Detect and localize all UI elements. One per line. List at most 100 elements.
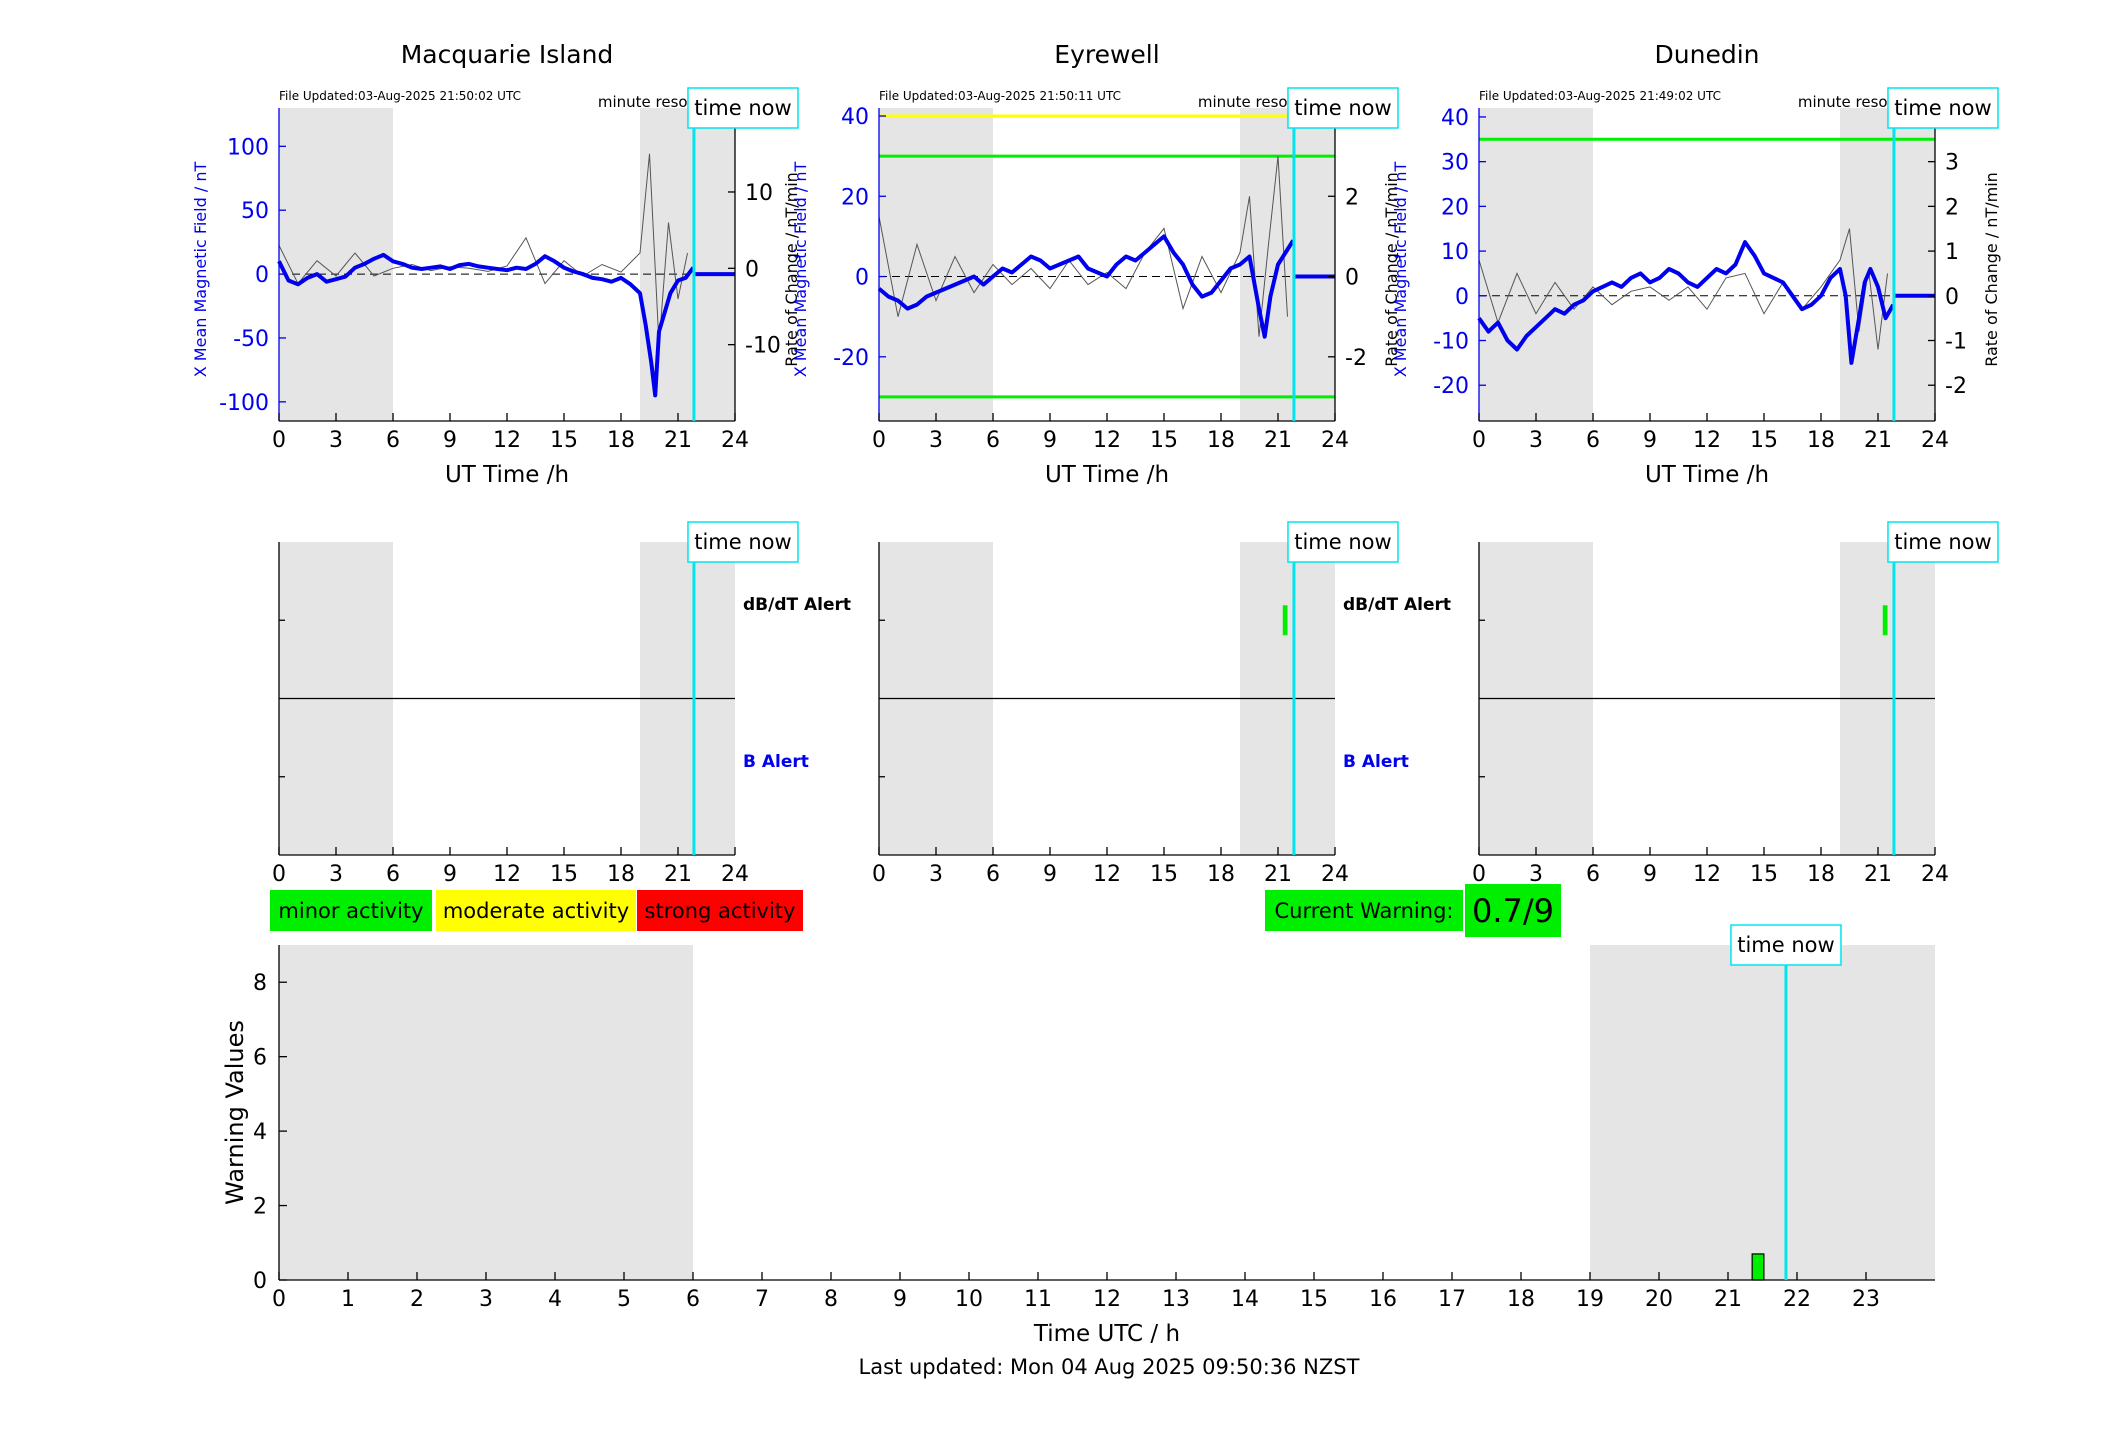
file-updated-label: File Updated:03-Aug-2025 21:49:02 UTC xyxy=(1479,89,1721,103)
x-tick-label: 6 xyxy=(1586,428,1600,453)
night-shade-0 xyxy=(879,108,993,421)
y-tick-label: 2 xyxy=(253,1195,267,1220)
y-tick-label: 8 xyxy=(253,971,267,996)
y-right-tick-label: 3 xyxy=(1945,151,1959,176)
night-shade-1 xyxy=(1840,108,1935,421)
x-tick-label: 21 xyxy=(664,862,692,887)
dbdt-alert-bar xyxy=(1282,605,1288,636)
x-tick-label: 6 xyxy=(386,428,400,453)
x-tick-label: 12 xyxy=(1093,1287,1121,1312)
x-tick-label: 3 xyxy=(929,862,943,887)
time-now-box xyxy=(1730,924,1842,966)
x-axis-label: UT Time /h xyxy=(1045,462,1169,488)
station-title: Macquarie Island xyxy=(401,40,614,69)
rate-of-change-line xyxy=(878,156,1288,337)
x-tick-label: 14 xyxy=(1231,1287,1259,1312)
x-tick-label: 18 xyxy=(1807,428,1835,453)
dbdt-alert-label: dB/dT Alert xyxy=(743,595,851,615)
y-tick-label: 4 xyxy=(253,1120,267,1145)
x-tick-label: 15 xyxy=(1300,1287,1328,1312)
x-mean-field-line xyxy=(1477,240,1895,365)
y-right-tick-label: 1 xyxy=(1945,240,1959,265)
x-axis-label: UT Time /h xyxy=(1645,462,1769,488)
x-tick-label: 21 xyxy=(1714,1287,1742,1312)
rate-of-change-line xyxy=(1478,228,1888,350)
x-axis-label: UT Time /h xyxy=(445,462,569,488)
y-right-axis-label: Rate of Change / nT/min xyxy=(1382,172,1401,367)
b-alert-label: B Alert xyxy=(1343,752,1409,772)
x-tick-label: 22 xyxy=(1783,1287,1811,1312)
y-left-axis-label: X Mean Magnetic Field / nT xyxy=(191,162,210,378)
x-tick-label: 5 xyxy=(617,1287,631,1312)
y-left-tick-label: 50 xyxy=(241,199,269,224)
x-tick-label: 0 xyxy=(872,862,886,887)
dbdt-alert-bar xyxy=(1882,605,1888,636)
y-left-tick-label: 100 xyxy=(227,135,269,160)
x-tick-label: 15 xyxy=(1750,428,1778,453)
x-tick-label: 24 xyxy=(721,862,749,887)
y-left-tick-label: -10 xyxy=(1433,330,1469,355)
y-tick-label: 0 xyxy=(253,1269,267,1294)
file-updated-label: File Updated:03-Aug-2025 21:50:02 UTC xyxy=(279,89,521,103)
y-left-tick-label: 0 xyxy=(255,263,269,288)
y-left-tick-label: 30 xyxy=(1441,151,1469,176)
y-left-axis-label: X Mean Magnetic Field / nT xyxy=(1391,162,1410,378)
y-right-tick-label: 2 xyxy=(1345,185,1359,210)
y-left-tick-label: 20 xyxy=(841,185,869,210)
y-left-tick-label: -20 xyxy=(833,346,869,371)
y-right-tick-label: 2 xyxy=(1945,195,1959,220)
x-tick-label: 6 xyxy=(986,862,1000,887)
x-tick-label: 3 xyxy=(329,428,343,453)
x-tick-label: 15 xyxy=(550,862,578,887)
current-warning-value-box xyxy=(1465,884,1561,937)
warning-bar xyxy=(1751,1253,1765,1281)
file-updated-label: File Updated:03-Aug-2025 21:50:11 UTC xyxy=(879,89,1121,103)
x-tick-label: 0 xyxy=(872,428,886,453)
x-tick-label: 9 xyxy=(1043,862,1057,887)
x-tick-label: 1 xyxy=(341,1287,355,1312)
x-tick-label: 6 xyxy=(686,1287,700,1312)
x-tick-label: 9 xyxy=(443,428,457,453)
x-tick-label: 15 xyxy=(1750,862,1778,887)
x-tick-label: 21 xyxy=(664,428,692,453)
x-tick-label: 18 xyxy=(607,862,635,887)
x-tick-label: 18 xyxy=(1207,862,1235,887)
time-now-label: time now xyxy=(1294,96,1391,120)
x-mean-field-line xyxy=(877,234,1295,339)
y-left-tick-label: -100 xyxy=(219,391,269,416)
y-right-tick-label: 10 xyxy=(745,181,773,206)
y-right-tick-label: 0 xyxy=(745,257,759,282)
x-tick-label: 12 xyxy=(493,862,521,887)
night-shade-0 xyxy=(279,945,693,1280)
y-left-axis-label: X Mean Magnetic Field / nT xyxy=(791,162,810,378)
x-tick-label: 9 xyxy=(1643,862,1657,887)
x-tick-label: 3 xyxy=(1529,428,1543,453)
time-now-box xyxy=(687,521,799,563)
x-tick-label: 24 xyxy=(1921,862,1949,887)
x-tick-label: 21 xyxy=(1864,862,1892,887)
x-tick-label: 9 xyxy=(893,1287,907,1312)
x-tick-label: 21 xyxy=(1864,428,1892,453)
legend-label: strong activity xyxy=(645,899,796,923)
time-now-label: time now xyxy=(1737,933,1834,957)
dbdt-alert-label: dB/dT Alert xyxy=(1343,595,1451,615)
x-tick-label: 9 xyxy=(443,862,457,887)
legend-label: moderate activity xyxy=(443,899,629,923)
station-title: Dunedin xyxy=(1655,40,1760,69)
y-left-tick-label: 40 xyxy=(841,105,869,130)
time-now-label: time now xyxy=(694,96,791,120)
y-tick-label: 6 xyxy=(253,1046,267,1071)
x-tick-label: 9 xyxy=(1643,428,1657,453)
y-right-axis-label: Rate of Change / nT/min xyxy=(1982,172,2001,367)
x-tick-label: 0 xyxy=(1472,428,1486,453)
y-right-tick-label: -2 xyxy=(1345,346,1367,371)
time-now-label: time now xyxy=(694,530,791,554)
y-left-tick-label: 0 xyxy=(855,266,869,291)
x-tick-label: 24 xyxy=(721,428,749,453)
time-now-box xyxy=(1887,521,1999,563)
x-tick-label: 6 xyxy=(986,428,1000,453)
current-warning-value: 0.7/9 xyxy=(1472,892,1554,930)
x-tick-label: 11 xyxy=(1024,1287,1052,1312)
x-tick-label: 0 xyxy=(272,428,286,453)
x-tick-label: 16 xyxy=(1369,1287,1397,1312)
